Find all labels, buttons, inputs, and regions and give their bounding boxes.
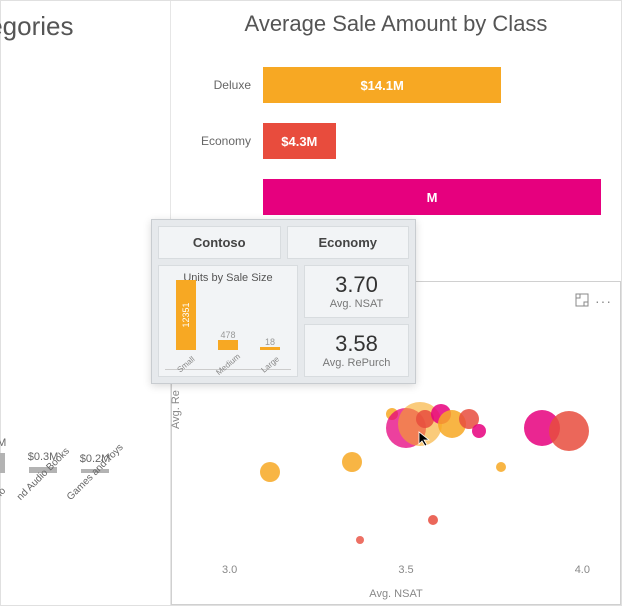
categories-panel: tegories $1.2Mdio$0.3Mnd Audio Books$0.2… <box>1 1 171 605</box>
tooltip-bar-rect: 478 <box>218 340 238 350</box>
scatter-bubble[interactable] <box>496 462 506 472</box>
tooltip-mini-bars: 12351Small478Medium18Large <box>165 290 291 370</box>
tooltip-brand: Contoso <box>158 226 281 259</box>
tooltip-metric-label: Avg. RePurch <box>311 357 402 369</box>
x-tick: 3.5 <box>398 564 413 582</box>
bar-row[interactable]: M <box>191 179 601 215</box>
scatter-bubble[interactable] <box>428 515 438 525</box>
bar-rect: $4.3M <box>263 123 336 159</box>
tooltip-header-row: Contoso Economy <box>158 226 409 259</box>
scatter-x-axis-label: Avg. NSAT <box>369 588 422 600</box>
category-bar[interactable]: $0.3Mnd Audio Books <box>23 451 63 535</box>
bar-row[interactable]: Economy $4.3M <box>191 123 601 159</box>
scatter-controls: ··· <box>575 293 612 310</box>
category-label: Games and Toys <box>65 442 146 523</box>
tooltip-bar-rect: 12351 <box>176 280 196 350</box>
bar-chart-title: Average Sale Amount by Class <box>191 11 601 37</box>
tooltip-mini-chart: Units by Sale Size 12351Small478Medium18… <box>158 265 298 377</box>
scatter-x-axis: 3.0 3.5 4.0 <box>202 564 610 582</box>
tooltip-bar-label: Medium <box>214 352 242 377</box>
scatter-bubble[interactable] <box>472 424 486 438</box>
tooltip-bar-rect: 18 <box>260 347 280 350</box>
x-tick: 3.0 <box>222 564 237 582</box>
bar-label: Economy <box>191 134 251 148</box>
tooltip-metric-value: 3.70 <box>311 272 402 298</box>
category-value: $1.2M <box>0 437 6 449</box>
bar-rect: $14.1M <box>263 67 501 103</box>
tooltip-body-row: Units by Sale Size 12351Small478Medium18… <box>158 265 409 377</box>
tooltip-metrics: 3.70Avg. NSAT 3.58Avg. RePurch <box>304 265 409 377</box>
tooltip-bar-value: 18 <box>265 337 275 347</box>
bar-row[interactable]: Deluxe $14.1M <box>191 67 601 103</box>
tooltip-metric-label: Avg. NSAT <box>311 298 402 310</box>
tooltip-bar-value: 478 <box>220 330 235 340</box>
categories-mini-bars: $1.2Mdio$0.3Mnd Audio Books$0.2MGames an… <box>0 437 115 535</box>
bar-chart[interactable]: Deluxe $14.1M Economy $4.3M M <box>191 67 601 215</box>
bar-track: $4.3M <box>263 123 601 159</box>
scatter-bubble[interactable] <box>356 536 364 544</box>
scatter-bubble[interactable] <box>342 452 362 472</box>
tooltip-bar: 12351Small <box>171 280 201 369</box>
tooltip-bar-value: 12351 <box>181 302 191 327</box>
tooltip-bar: 18Large <box>255 347 285 369</box>
category-bar-rect <box>0 453 5 473</box>
scatter-bubble[interactable] <box>260 462 280 482</box>
bar-track: $14.1M <box>263 67 601 103</box>
x-tick: 4.0 <box>575 564 590 582</box>
category-bar[interactable]: $1.2Mdio <box>0 437 11 535</box>
tooltip-metric: 3.70Avg. NSAT <box>304 265 409 318</box>
cursor-icon <box>418 431 434 447</box>
tooltip-card: Contoso Economy Units by Sale Size 12351… <box>151 219 416 384</box>
tooltip-bar-label: Large <box>259 354 280 374</box>
scatter-y-axis-label: Avg. Re <box>170 390 182 429</box>
bar-rect: M <box>263 179 601 215</box>
tooltip-metric-value: 3.58 <box>311 331 402 357</box>
dashboard-canvas: tegories $1.2Mdio$0.3Mnd Audio Books$0.2… <box>0 0 622 606</box>
tooltip-metric: 3.58Avg. RePurch <box>304 324 409 377</box>
bar-label: Deluxe <box>191 78 251 92</box>
tooltip-bar: 478Medium <box>213 340 243 369</box>
tooltip-class: Economy <box>287 226 410 259</box>
categories-title: tegories <box>0 11 170 42</box>
scatter-bubble[interactable] <box>549 411 589 451</box>
tooltip-bar-label: Small <box>175 355 196 375</box>
more-options-icon[interactable]: ··· <box>595 293 612 310</box>
focus-mode-icon[interactable] <box>575 293 589 310</box>
bar-track: M <box>263 179 601 215</box>
